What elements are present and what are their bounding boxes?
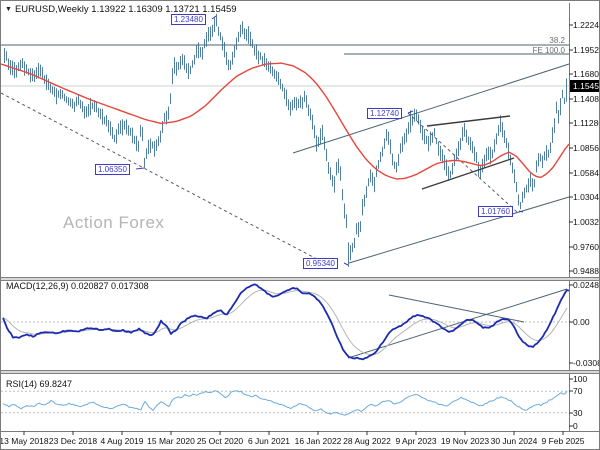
date-axis-label: 13 May 2018 (0, 436, 49, 446)
macd-axis-label: -0.030836 (573, 358, 599, 368)
date-axis-label: 25 Oct 2020 (196, 436, 244, 446)
price-axis-label: 1.08560 (573, 143, 599, 153)
date-axis-label: 30 Jun 2024 (490, 436, 538, 446)
price-axis-label: 1.22240 (573, 20, 599, 30)
rsi-panel[interactable] (1, 374, 569, 431)
price-axis-label: 1.19520 (573, 45, 599, 55)
date-axis-label: 23 Dec 2018 (48, 436, 98, 446)
date-axis-label: 19 Nov 2023 (440, 436, 490, 446)
price-callout: 1.23480 (171, 14, 206, 25)
rsi-axis-label: 70 (573, 386, 583, 396)
price-callout: 1.06350 (95, 164, 130, 175)
rsi-axis-label: 30 (573, 408, 583, 418)
price-axis-label: 1.11280 (573, 118, 599, 128)
date-axis-label: 4 Aug 2019 (100, 436, 144, 446)
panel-separator[interactable] (1, 277, 599, 281)
date-axis-label: 16 Jan 2022 (294, 436, 342, 446)
fib-level-label: 38.2 (549, 36, 565, 45)
macd-axis-label: 0.00 (573, 317, 590, 327)
rsi-axis-label: 100 (573, 374, 588, 384)
macd-axis-label: 0.024871 (573, 280, 599, 290)
panel-separator[interactable] (1, 370, 599, 374)
chart-title: ▼ EURUSD,Weekly 1.13922 1.16309 1.13721 1… (5, 4, 237, 15)
date-axis-label: 9 Feb 2025 (541, 436, 585, 446)
price-callout: 0.95340 (303, 258, 338, 269)
price-callout: 1.12740 (367, 108, 402, 119)
price-chart-panel[interactable] (1, 3, 569, 277)
current-price-tag: 1.15459 (570, 80, 599, 92)
price-axis-label: 1.14080 (573, 94, 599, 104)
date-axis-label: 28 Aug 2022 (343, 436, 391, 446)
price-axis-label: 1.05840 (573, 168, 599, 178)
price-axis-label: 1.16800 (573, 69, 599, 79)
symbol-dropdown-icon[interactable]: ▼ (5, 6, 12, 13)
rsi-axis-label: 0 (573, 421, 578, 431)
price-axis-label: 1.03040 (573, 192, 599, 202)
macd-indicator-label: MACD(12,26,9) 0.020827 0.017308 (6, 281, 149, 291)
date-axis-label: 15 Mar 2020 (147, 436, 195, 446)
date-axis-label: 6 Jun 2021 (247, 436, 291, 446)
rsi-indicator-label: RSI(14) 69.8247 (6, 379, 73, 389)
chart-title-text: EURUSD,Weekly 1.13922 1.16309 1.13721 1.… (14, 4, 237, 15)
macd-panel[interactable] (1, 281, 569, 370)
date-axis-label: 9 Apr 2023 (395, 436, 437, 446)
watermark: Action Forex (63, 213, 165, 232)
price-callout: 1.01760 (478, 206, 513, 217)
fib-level-label: FE 100.0 (532, 46, 565, 55)
